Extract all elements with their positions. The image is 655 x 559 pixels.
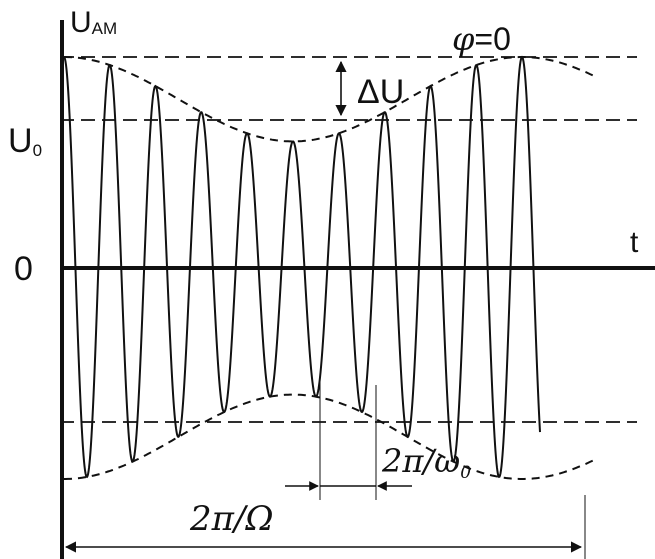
modulation-period-label: 2π/Ω: [189, 499, 274, 539]
carrier-wave-path: [63, 55, 541, 479]
u0-label: U0: [8, 122, 42, 160]
carrier-wave: [63, 55, 541, 479]
u-am-label: UAM: [70, 6, 117, 39]
t-axis-label: t: [630, 226, 639, 259]
upper-envelope: [64, 56, 597, 143]
carrier-period-label: 2π/ω0: [381, 442, 471, 483]
zero-label: 0: [14, 250, 33, 288]
lower-envelope: [64, 393, 597, 480]
delta-u-label: ΔU: [357, 73, 404, 111]
phi-label: φ=0: [452, 20, 511, 58]
